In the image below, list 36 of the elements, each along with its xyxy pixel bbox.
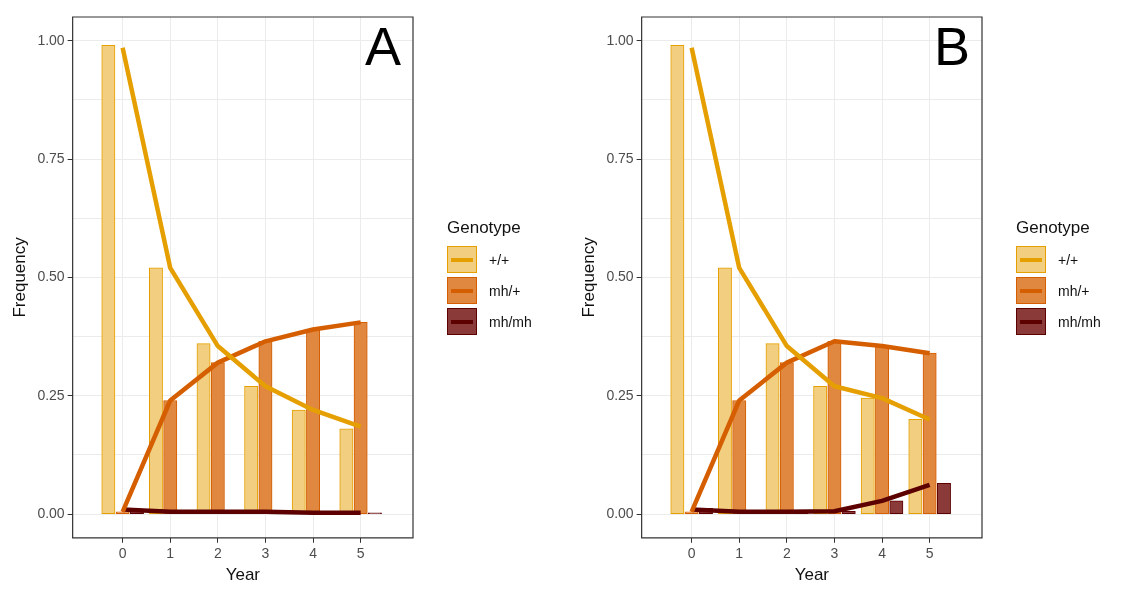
x-tick-label: 2 [213,545,222,562]
x-tick-label: 1 [166,545,175,562]
x-tick-label: 3 [261,545,270,562]
x-tick-label: 0 [687,545,696,562]
legend-label: mh/mh [1058,313,1101,330]
legend-label: mh/mh [489,313,532,330]
legend-label: mh/+ [489,282,521,299]
x-tick-label: 0 [118,545,127,562]
y-axis-title: Frequency [578,236,598,318]
y-tick-label: 0.25 [606,386,634,403]
annotation: A [364,15,401,76]
y-tick-label: 0.25 [37,386,65,403]
legend-label: +/+ [489,251,510,268]
legend-label: mh/+ [1058,282,1090,299]
x-axis-title: Year [794,565,830,585]
x-tick-label: 1 [735,545,744,562]
x-tick-label: 5 [925,545,934,562]
y-tick-label: 0.00 [37,504,65,521]
y-tick-label: 0.75 [606,149,634,166]
legend-label: +/+ [1058,251,1079,268]
annotation: B [933,15,970,76]
y-tick-label: 1.00 [37,31,65,48]
x-tick-label: 4 [309,545,318,562]
x-tick-label: 3 [830,545,839,562]
x-tick-label: 5 [356,545,365,562]
y-tick-label: 0.00 [606,504,634,521]
x-axis-title: Year [225,565,261,585]
x-tick-label: 2 [782,545,791,562]
y-axis-title: Frequency [9,236,29,318]
legend-title: Genotype [447,218,522,238]
legend-title: Genotype [1016,218,1091,238]
y-tick-label: 1.00 [606,31,634,48]
x-tick-label: 4 [878,545,887,562]
y-tick-label: 0.75 [37,149,65,166]
y-tick-label: 0.50 [606,268,634,285]
y-tick-label: 0.50 [37,268,65,285]
